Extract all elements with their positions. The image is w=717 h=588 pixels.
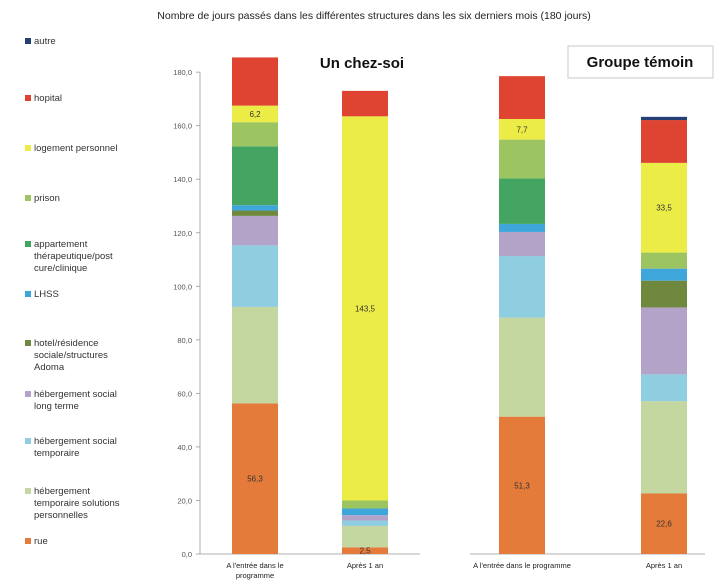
bar-segment xyxy=(499,256,545,318)
bar-segment xyxy=(499,139,545,179)
bar-segment xyxy=(499,178,545,224)
panels: Un chez-soi Groupe témoin xyxy=(320,45,714,79)
panel-title-un-chez-soi: Un chez-soi xyxy=(320,55,404,72)
y-tick-label: 60,0 xyxy=(177,389,192,398)
bar-segment xyxy=(232,122,278,147)
y-tick-label: 20,0 xyxy=(177,496,192,505)
legend-label: hébergement social long terme xyxy=(34,389,117,412)
legend-swatch xyxy=(25,538,31,544)
y-tick-label: 80,0 xyxy=(177,336,192,345)
y-tick-label: 160,0 xyxy=(173,122,192,131)
bar-segment xyxy=(499,118,545,140)
panel-title-groupe-temoin: Groupe témoin xyxy=(587,54,694,71)
bar-segment xyxy=(232,210,278,216)
x-category-label: Après 1 an xyxy=(646,561,682,570)
bar-segment xyxy=(342,116,388,501)
y-tick-label: 100,0 xyxy=(173,282,192,291)
x-category-label: A l'entrée dans le programme xyxy=(226,561,283,580)
bar-segment xyxy=(342,508,388,516)
y-tick-label: 180,0 xyxy=(173,68,192,77)
bar-segment xyxy=(342,90,388,117)
legend-label: appartement thérapeutique/post cure/cliniq… xyxy=(34,239,113,274)
bar-segment xyxy=(641,374,687,402)
bar-segment xyxy=(232,146,278,206)
chart-title: Nombre de jours passés dans les différen… xyxy=(157,10,590,22)
bar-segment xyxy=(499,317,545,417)
data-label: 143,5 xyxy=(355,304,376,313)
panel-title-box xyxy=(567,45,714,79)
bar-segment xyxy=(499,223,545,232)
legend-label: logement personnel xyxy=(34,143,117,154)
legend-label: prison xyxy=(34,193,60,204)
data-label: 7,7 xyxy=(516,125,528,134)
bar-segment xyxy=(232,403,278,554)
bar-segment xyxy=(232,57,278,106)
bar-segment xyxy=(641,162,687,253)
bar-segment xyxy=(342,525,388,548)
bar-segment xyxy=(342,515,388,521)
legend-swatch xyxy=(25,438,31,444)
data-label: 2,5 xyxy=(359,547,371,556)
legend-swatch xyxy=(25,241,31,247)
data-label: 33,5 xyxy=(656,204,672,213)
bar-segment xyxy=(499,76,545,119)
legend-label: rue xyxy=(34,536,48,547)
bar-segment xyxy=(641,120,687,163)
bar-segment xyxy=(232,105,278,123)
bar-segment xyxy=(342,520,388,526)
legend-swatch xyxy=(25,391,31,397)
legend-label: autre xyxy=(34,36,56,47)
data-label: 51,3 xyxy=(514,481,530,490)
legend-swatch xyxy=(25,95,31,101)
legend-swatch xyxy=(25,291,31,297)
y-tick-label: 0,0 xyxy=(182,550,192,559)
legend: autre hopital logement personnel prison appa… xyxy=(25,36,120,547)
legend-label: hopital xyxy=(34,93,62,104)
x-category-label: A l'entrée dans le programme xyxy=(473,561,571,570)
x-axis-labels: A l'entrée dans le programme Après 1 an A l… xyxy=(226,561,682,580)
legend-swatch xyxy=(25,38,31,44)
bar-segment xyxy=(232,245,278,307)
bar-segment xyxy=(232,306,278,404)
bar-segment xyxy=(232,205,278,211)
x-category-label: Après 1 an xyxy=(347,561,383,570)
bar-segment xyxy=(641,401,687,494)
bar-segment xyxy=(499,231,545,257)
bar-segment xyxy=(641,268,687,281)
data-label: 56,3 xyxy=(247,475,263,484)
bar-segment xyxy=(641,280,687,308)
legend-label: hotel/résidence sociale/structures Adoma xyxy=(34,338,108,373)
bar-segment xyxy=(641,493,687,554)
data-label: 6,2 xyxy=(249,110,261,119)
legend-swatch xyxy=(25,145,31,151)
y-tick-label: 140,0 xyxy=(173,175,192,184)
legend-label: hébergement temporaire solutions personnel… xyxy=(34,486,120,521)
bar-segment xyxy=(641,116,687,121)
y-tick-label: 120,0 xyxy=(173,229,192,238)
bar-segment xyxy=(342,500,388,509)
legend-label: hébergement social temporaire xyxy=(34,436,117,459)
data-label: 22,6 xyxy=(656,520,672,529)
legend-swatch xyxy=(25,488,31,494)
legend-swatch xyxy=(25,340,31,346)
bars: 56,3 6,2 2,5 143,5 51,3 7,7 22,6 33,5 xyxy=(232,57,687,556)
bar-segment xyxy=(499,416,545,554)
bar-segment xyxy=(342,547,388,554)
legend-swatch xyxy=(25,195,31,201)
bar-segment xyxy=(641,307,687,375)
bar-segment xyxy=(232,215,278,246)
bar-segment xyxy=(641,252,687,269)
y-tick-label: 40,0 xyxy=(177,443,192,452)
legend-label: LHSS xyxy=(34,289,59,300)
